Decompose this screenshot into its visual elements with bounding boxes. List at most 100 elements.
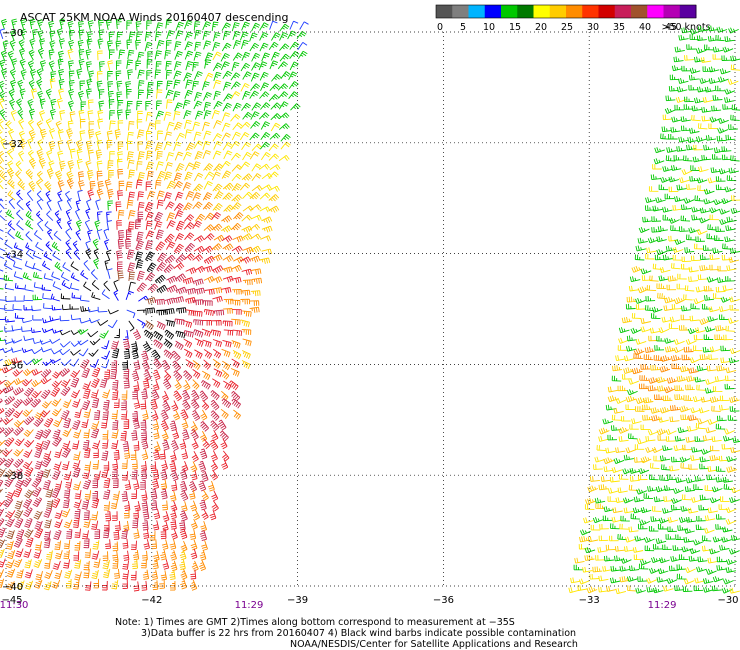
wind-barb <box>101 340 110 350</box>
wind-barb <box>155 110 164 120</box>
wind-barb <box>174 340 184 351</box>
wind-barb <box>192 278 204 286</box>
wind-barb <box>157 252 167 263</box>
wind-barb <box>175 330 186 339</box>
wind-barb <box>96 80 103 91</box>
wind-barb <box>278 112 290 120</box>
wind-barb <box>615 397 627 404</box>
wind-barb <box>689 175 700 182</box>
wind-barb <box>221 235 233 243</box>
wind-barb <box>623 507 634 514</box>
wind-barb <box>212 62 223 72</box>
wind-barb <box>688 414 699 421</box>
wind-barb <box>189 489 196 500</box>
wind-barb <box>268 171 279 179</box>
footer-note-line2: 3)Data buffer is 22 hrs from 20160407 4)… <box>141 628 576 639</box>
wind-barb <box>691 446 702 453</box>
wind-barb <box>164 329 175 340</box>
wind-barb <box>212 339 223 348</box>
wind-barb <box>633 353 643 360</box>
wind-barb <box>201 370 211 381</box>
wind-barb <box>718 455 729 462</box>
wind-barb <box>97 306 108 313</box>
wind-barb <box>32 315 42 321</box>
wind-barb <box>193 51 202 61</box>
wind-barb <box>83 568 90 579</box>
wind-barb <box>73 499 82 509</box>
wind-barb <box>640 268 652 275</box>
wind-barb <box>12 387 24 396</box>
wind-barb <box>696 177 708 184</box>
wind-barb <box>175 162 185 172</box>
wind-barb <box>656 428 668 436</box>
wind-barb <box>127 69 133 80</box>
wind-barb <box>703 188 715 195</box>
wind-barb <box>584 547 596 554</box>
wind-barb <box>184 232 195 240</box>
wind-barb <box>677 77 689 84</box>
wind-barb <box>690 255 701 262</box>
wind-barb <box>150 398 158 410</box>
wind-barb <box>269 83 280 91</box>
wind-barb <box>130 570 137 581</box>
wind-barb <box>692 539 704 546</box>
wind-barb <box>0 569 5 579</box>
wind-barb <box>645 197 656 204</box>
wind-barb <box>0 118 4 130</box>
wind-barb <box>721 536 732 543</box>
wind-barb <box>654 345 665 351</box>
wind-barb <box>663 296 675 304</box>
legend-label: 20 <box>535 22 547 33</box>
wind-barb <box>184 119 192 130</box>
wind-barb <box>104 179 112 190</box>
wind-barb <box>201 508 209 520</box>
wind-barb <box>185 60 194 71</box>
wind-barb <box>617 533 627 541</box>
wind-barb <box>87 330 99 338</box>
wind-barb <box>612 507 623 514</box>
wind-barb <box>190 500 198 512</box>
wind-barb <box>34 579 43 589</box>
wind-barb <box>96 139 103 151</box>
wind-barb <box>644 545 655 552</box>
wind-barb <box>0 508 5 517</box>
wind-barb <box>51 241 60 252</box>
wind-barb <box>642 216 653 223</box>
wind-barb <box>115 19 122 29</box>
wind-barb <box>194 172 204 182</box>
wind-barb <box>145 111 153 122</box>
wind-barb <box>662 445 673 452</box>
wind-barb <box>2 449 13 457</box>
wind-barb <box>703 285 714 292</box>
wind-barb <box>153 330 163 341</box>
wind-barb <box>222 30 231 41</box>
wind-barb <box>193 100 203 110</box>
wind-barb <box>31 368 43 376</box>
wind-barb <box>59 110 66 121</box>
wind-barb <box>182 151 192 161</box>
wind-barb <box>211 21 219 31</box>
wind-barb <box>707 557 718 564</box>
wind-barb <box>181 461 189 472</box>
wind-barb <box>202 265 213 273</box>
wind-barb <box>41 439 51 450</box>
wind-barb <box>626 389 638 396</box>
wind-barb <box>51 498 61 509</box>
wind-barb <box>44 559 51 569</box>
wind-barb <box>194 91 203 102</box>
wind-barb <box>153 358 162 370</box>
wind-barb <box>712 154 722 160</box>
wind-barb <box>693 585 704 592</box>
wind-barb <box>179 559 186 570</box>
wind-barb <box>79 80 86 91</box>
wind-barb <box>89 180 96 191</box>
wind-barb <box>117 238 124 249</box>
wind-barb <box>645 295 656 302</box>
wind-barb <box>699 77 711 84</box>
wind-barb <box>46 499 54 510</box>
wind-barb <box>259 91 270 99</box>
wind-barb <box>574 557 585 564</box>
wind-barb <box>152 449 161 461</box>
wind-barb <box>653 355 664 361</box>
wind-barb <box>77 328 89 335</box>
